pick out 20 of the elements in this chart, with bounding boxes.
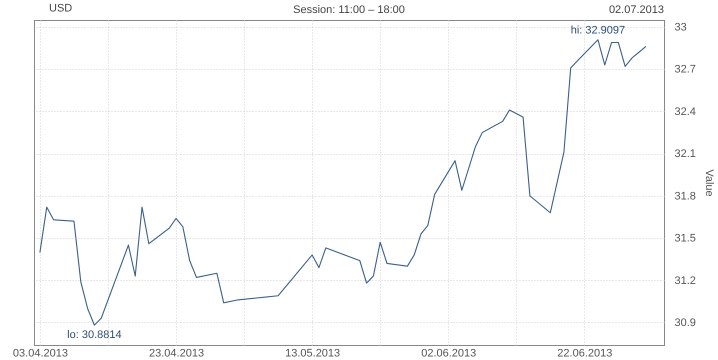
y-tick-label: 33: [674, 22, 687, 34]
x-tick-label: 02.06.2013: [421, 348, 476, 360]
x-tick-label: 22.06.2013: [557, 348, 612, 360]
x-tick-label: 23.04.2013: [149, 348, 204, 360]
x-tick-label: 13.05.2013: [285, 348, 340, 360]
y-tick-label: 30.9: [674, 316, 696, 329]
y-tick-label: 31.5: [674, 232, 696, 245]
annotation: hi: 32.9097: [570, 24, 626, 37]
y-tick-label: 32.7: [674, 64, 696, 76]
y-tick-label: 32.4: [674, 106, 696, 118]
y-tick-label: 32.1: [674, 148, 696, 160]
y-tick-label: 31.8: [674, 190, 696, 202]
line-series: [39, 39, 646, 326]
chart-title: Session: 11:00 – 18:00: [293, 4, 405, 16]
y-axis-title: Value: [702, 169, 715, 197]
annotation: lo: 30.8814: [67, 329, 122, 342]
x-tick-label: 03.04.2013: [12, 348, 68, 360]
text: 02.07.2013: [608, 4, 664, 16]
text: USD: [49, 2, 72, 14]
y-tick-label: 31.2: [674, 274, 696, 287]
